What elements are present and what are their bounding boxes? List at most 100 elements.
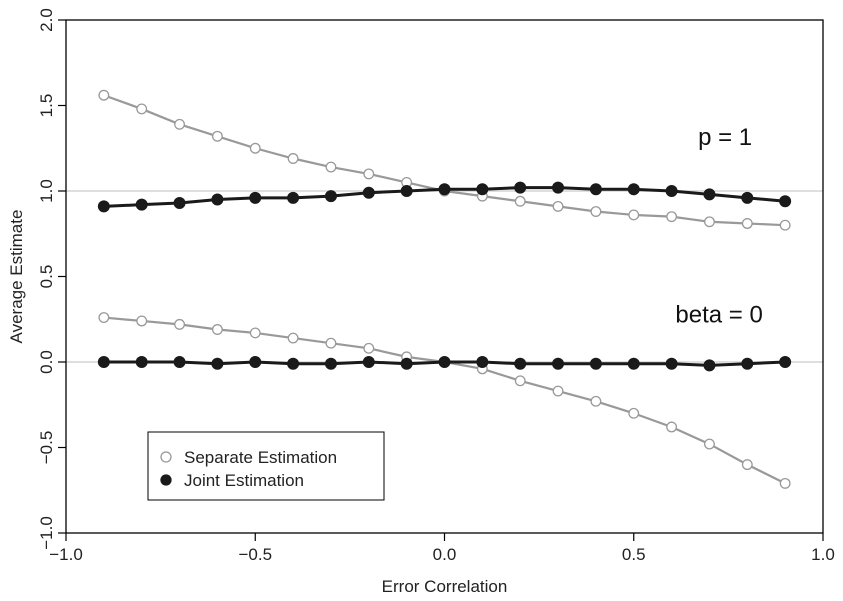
series-layer xyxy=(97,89,792,489)
data-point xyxy=(362,356,375,368)
data-point xyxy=(741,459,753,471)
data-point xyxy=(741,357,754,370)
data-point xyxy=(476,183,489,196)
data-point xyxy=(324,357,337,370)
data-point xyxy=(136,315,148,327)
data-point xyxy=(665,357,678,370)
data-point xyxy=(249,356,262,368)
data-point xyxy=(249,191,262,204)
data-point xyxy=(590,206,602,217)
data-point xyxy=(98,312,110,323)
data-point xyxy=(135,356,148,368)
data-point xyxy=(249,327,261,339)
data-point xyxy=(741,218,753,229)
data-point xyxy=(249,142,261,154)
annotation-beta: beta = 0 xyxy=(675,302,762,329)
data-point xyxy=(363,342,375,354)
data-point xyxy=(325,161,337,173)
y-tick-label: −0.5 xyxy=(37,431,56,465)
data-point xyxy=(514,195,526,207)
series-3 xyxy=(97,356,792,372)
y-tick-label: 1.0 xyxy=(37,179,56,203)
data-point xyxy=(173,196,186,209)
y-tick-label: 0.0 xyxy=(37,350,56,374)
y-tick-label: 1.5 xyxy=(37,94,56,118)
x-axis-label: Error Correlation xyxy=(382,577,508,596)
data-point xyxy=(704,216,715,228)
data-point xyxy=(400,357,413,370)
data-point xyxy=(211,193,224,206)
data-point xyxy=(703,188,716,201)
data-point xyxy=(98,89,110,101)
data-point xyxy=(325,337,337,349)
data-point xyxy=(324,190,337,203)
data-point xyxy=(287,153,299,164)
data-point xyxy=(363,168,375,180)
data-point xyxy=(779,219,791,231)
data-point xyxy=(287,191,300,204)
x-tick-label: 1.0 xyxy=(811,545,835,564)
data-point xyxy=(287,332,299,344)
data-point xyxy=(552,357,565,370)
x-tick-label: 0.0 xyxy=(433,545,457,564)
data-point xyxy=(287,357,300,370)
data-point xyxy=(552,385,564,397)
data-point xyxy=(173,356,186,368)
data-point xyxy=(438,356,451,368)
data-point xyxy=(97,356,110,368)
data-point xyxy=(627,183,640,196)
data-point xyxy=(779,356,792,368)
data-point xyxy=(704,438,715,450)
data-point xyxy=(174,118,186,130)
y-tick-label: −1.0 xyxy=(37,516,56,550)
x-tick-label: 0.5 xyxy=(622,545,646,564)
data-point xyxy=(779,195,792,208)
y-tick-label: 2.0 xyxy=(37,8,56,32)
data-point xyxy=(438,183,451,196)
data-point xyxy=(627,357,640,370)
data-point xyxy=(666,211,678,223)
data-point xyxy=(552,181,565,194)
data-point xyxy=(174,318,186,330)
data-point xyxy=(97,200,110,213)
y-tick-label: 0.5 xyxy=(37,265,56,289)
data-point xyxy=(589,357,602,370)
legend-marker-joint xyxy=(160,474,172,486)
series-0 xyxy=(98,89,791,231)
data-point xyxy=(779,477,791,489)
data-point xyxy=(590,395,602,407)
series-1 xyxy=(97,181,792,213)
data-point xyxy=(514,181,527,194)
data-point xyxy=(628,209,640,221)
x-tick-label: −1.0 xyxy=(49,545,83,564)
y-axis: −1.0 −0.5 0.0 0.5 1.0 1.5 2.0 xyxy=(37,8,66,550)
legend: Separate Estimation Joint Estimation xyxy=(147,431,385,501)
data-point xyxy=(589,183,602,196)
data-point xyxy=(211,130,223,142)
data-point xyxy=(628,407,640,419)
legend-box xyxy=(147,431,385,501)
legend-label-joint: Joint Estimation xyxy=(184,471,304,490)
data-point xyxy=(514,375,526,387)
data-point xyxy=(476,356,489,368)
data-point xyxy=(136,103,148,115)
data-point xyxy=(400,185,413,197)
data-point xyxy=(703,359,716,372)
data-point xyxy=(135,198,148,211)
data-point xyxy=(666,421,678,433)
data-point xyxy=(211,324,223,335)
annotation-p: p = 1 xyxy=(698,124,752,151)
legend-marker-separate xyxy=(160,451,172,463)
data-point xyxy=(665,185,678,197)
data-point xyxy=(211,357,224,370)
data-point xyxy=(514,357,527,370)
legend-label-separate: Separate Estimation xyxy=(184,448,337,467)
x-tick-label: −0.5 xyxy=(238,545,272,564)
data-point xyxy=(362,186,375,199)
y-axis-label: Average Estimate xyxy=(7,210,26,344)
x-axis: −1.0 −0.5 0.0 0.5 1.0 xyxy=(49,533,835,564)
data-point xyxy=(741,191,754,204)
data-point xyxy=(552,200,564,212)
series-line xyxy=(103,94,786,227)
